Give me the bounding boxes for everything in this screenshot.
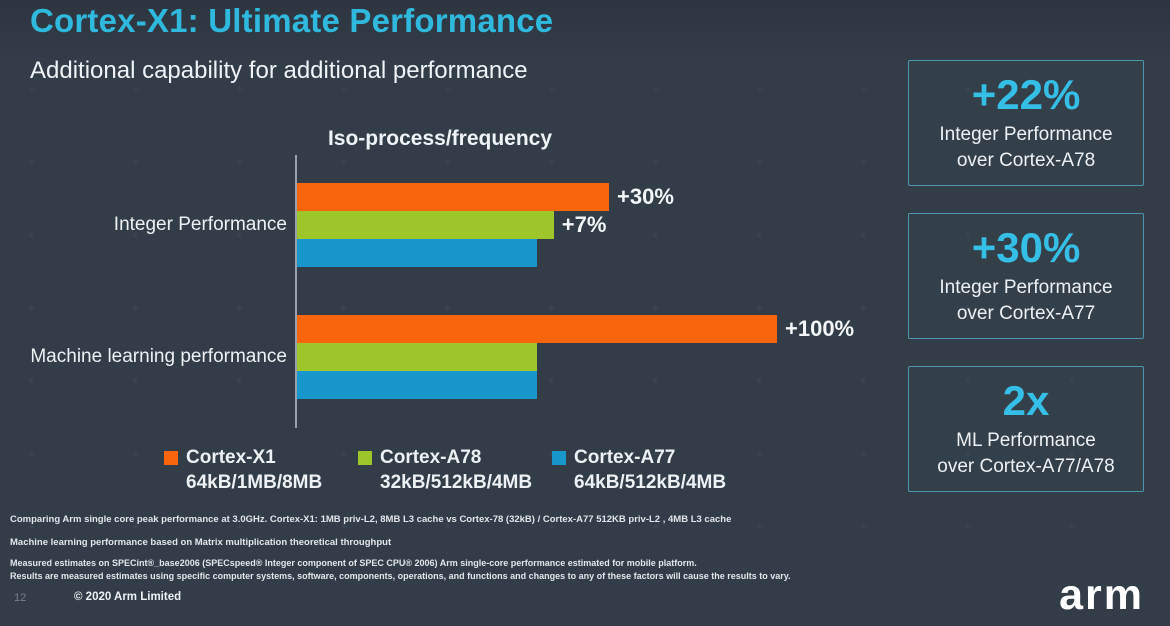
footnote-ml-basis: Machine learning performance based on Ma… <box>10 537 392 548</box>
highlight-box-integer-vs-a77: +30% Integer Performance over Cortex-A77 <box>908 213 1144 339</box>
legend-label: Cortex-A77 <box>574 447 676 468</box>
highlight-box-integer-vs-a78: +22% Integer Performance over Cortex-A78 <box>908 60 1144 186</box>
highlight-caption-line1: Integer Performance <box>939 124 1113 146</box>
legend-swatch-orange-icon <box>164 451 178 465</box>
highlight-caption-line2: over Cortex-A78 <box>956 149 1096 171</box>
footnote-comparison: Comparing Arm single core peak performan… <box>10 514 732 525</box>
legend-swatch-green-icon <box>358 451 372 465</box>
legend-swatch-blue-icon <box>552 451 566 465</box>
footnote-spec-estimates: Measured estimates on SPECint®_base2006 … <box>10 558 697 568</box>
page-title: Cortex-X1: Ultimate Performance <box>30 2 554 39</box>
legend-item-cortex-a77: Cortex-A77 64kB/512kB/4MB <box>552 447 746 494</box>
highlight-value: +30% <box>971 224 1081 272</box>
legend-cache-label: 32kB/512kB/4MB <box>380 472 533 493</box>
category-label: Machine learning performance <box>30 346 287 367</box>
chart-category-labels: Integer Performance Machine learning perf… <box>30 155 287 428</box>
bar-value-label: +100% <box>785 316 855 341</box>
bar-cortex-a78-integer-performance <box>297 211 554 239</box>
highlight-value: +22% <box>971 71 1081 119</box>
bar-value-label: +30% <box>617 184 674 209</box>
bar-cortex-x1-integer-performance <box>297 183 609 211</box>
copyright-text: © 2020 Arm Limited <box>74 591 182 603</box>
category-label: Integer Performance <box>113 214 287 235</box>
footnotes: Comparing Arm single core peak performan… <box>10 514 1030 582</box>
legend-item-cortex-x1: Cortex-X1 64kB/1MB/8MB <box>164 447 358 494</box>
highlight-box-ml: 2x ML Performance over Cortex-A77/A78 <box>908 366 1144 492</box>
page-subtitle: Additional capability for additional per… <box>30 57 528 84</box>
highlight-value: 2x <box>1002 377 1050 425</box>
legend-item-cortex-a78: Cortex-A78 32kB/512kB/4MB <box>358 447 552 494</box>
arm-logo: arm <box>1059 571 1144 619</box>
chart-title: Iso-process/frequency <box>327 127 553 150</box>
highlight-caption-line1: ML Performance <box>956 430 1096 452</box>
chart-y-axis <box>295 155 297 428</box>
legend-cache-label: 64kB/1MB/8MB <box>186 472 323 493</box>
highlight-caption-line2: over Cortex-A77/A78 <box>937 455 1115 477</box>
legend-cache-label: 64kB/512kB/4MB <box>574 472 727 493</box>
highlight-caption-line2: over Cortex-A77 <box>956 302 1096 324</box>
bar-cortex-x1-machine-learning-performance <box>297 315 777 343</box>
chart-plot-area: +30% +7% +100% <box>297 155 917 428</box>
bar-cortex-a77-machine-learning-performance <box>297 371 537 399</box>
bar-cortex-a77-integer-performance <box>297 239 537 267</box>
bar-cortex-a78-machine-learning-performance <box>297 343 537 371</box>
highlight-caption-line1: Integer Performance <box>939 277 1113 299</box>
chart-legend: Cortex-X1 64kB/1MB/8MB Cortex-A78 32kB/5… <box>164 447 746 494</box>
highlight-boxes: +22% Integer Performance over Cortex-A78… <box>908 60 1144 492</box>
footnote-disclaimer: Results are measured estimates using spe… <box>10 570 791 581</box>
page-number: 12 <box>14 592 27 604</box>
legend-label: Cortex-X1 <box>186 447 276 468</box>
bar-value-label: +7% <box>561 212 607 237</box>
legend-label: Cortex-A78 <box>380 447 482 468</box>
